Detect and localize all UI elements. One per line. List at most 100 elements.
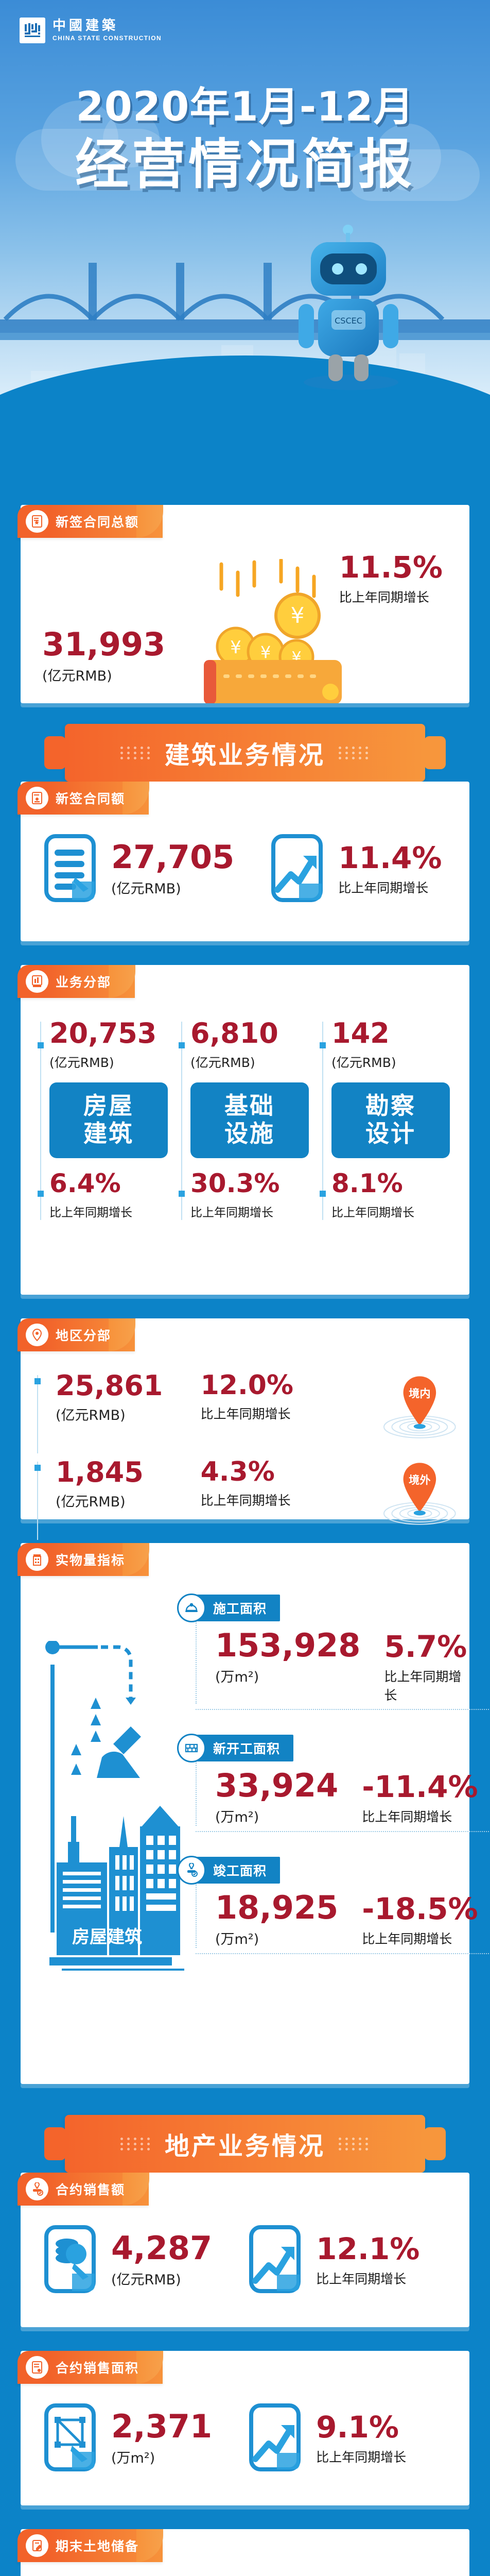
segment-name: 勘察 设计	[331, 1082, 450, 1158]
sales-amount-compare: 比上年同期增长	[316, 2271, 407, 2286]
segment-compare: 比上年同期增长	[49, 1206, 132, 1219]
segment-value: 20,753	[49, 1017, 157, 1049]
physical-label: 施工面积	[213, 1601, 267, 1616]
tag-physical-indicators: 实物量指标	[18, 1543, 150, 1576]
segment-name: 房屋 建筑	[49, 1082, 168, 1158]
svg-text:¥: ¥	[230, 637, 241, 658]
hero-curve	[0, 355, 490, 505]
region-compare: 比上年同期增长	[200, 1406, 291, 1421]
region-row: 1,845 (亿元RMB) 4.3% 比上年同期增长 境外	[21, 1456, 469, 1540]
region-pct: 12.0%	[200, 1370, 293, 1401]
tag-label: 合约销售额	[56, 2182, 126, 2197]
wallet-coins-icon: ¥ ¥ ¥ ¥	[204, 559, 342, 703]
hero-header: CSCEC 2020年1月-12月 经营情况简报	[0, 0, 490, 505]
tag-total-contract: 新签合同总额	[18, 505, 164, 538]
contract-seal-icon	[26, 787, 48, 809]
segment-unit: (亿元RMB)	[49, 1055, 114, 1070]
svg-text:CSCEC: CSCEC	[335, 316, 362, 326]
total-contract-compare: 比上年同期增长	[339, 590, 429, 605]
dots-decoration-left	[120, 2137, 151, 2150]
region-row: 25,861 (亿元RMB) 12.0% 比上年同期增长 境内	[21, 1369, 469, 1453]
tick-marker	[320, 1191, 326, 1197]
cloud-decoration	[15, 100, 170, 191]
segment-value: 6,810	[190, 1017, 278, 1049]
tag-label: 地区分部	[56, 1328, 112, 1343]
physical-value: 33,924	[215, 1767, 339, 1804]
dots-decoration-left	[120, 746, 151, 759]
map-pin-overseas-icon: 境外	[383, 1463, 456, 1525]
segment-compare: 比上年同期增长	[190, 1206, 273, 1219]
physical-art-label: 房屋建筑	[72, 1927, 142, 1947]
robot-mascot-icon: CSCEC	[299, 225, 398, 390]
tag-label: 合约销售面积	[56, 2361, 139, 2376]
building-crane-icon	[26, 1548, 48, 1571]
sales-area-pct: 9.1%	[316, 2409, 399, 2445]
tag-business-segments: 业务分部	[18, 965, 136, 998]
band-realestate: 地产业务情况	[21, 2115, 469, 2173]
land-doc-icon	[26, 2534, 48, 2557]
city-skyline-icon: 房屋建筑	[45, 1641, 184, 1971]
sales-area-unit: (万m²)	[111, 2450, 155, 2466]
title-year: 2020年1月-12月	[76, 84, 414, 130]
card-total-contract: 新签合同总额 ¥ ¥ ¥ ¥ 31,993 (亿元RMB)	[18, 505, 469, 703]
band-construction: 建筑业务情况	[21, 724, 469, 782]
band-realestate-label: 地产业务情况	[164, 2132, 325, 2161]
sales-area-value: 2,371	[111, 2408, 213, 2445]
segment-value: 142	[331, 1017, 390, 1049]
new-contract-unit: (亿元RMB)	[111, 881, 181, 897]
document-pen-icon	[43, 834, 97, 905]
physical-pct: 5.7%	[384, 1629, 467, 1664]
physical-compare: 比上年同期增长	[362, 1809, 452, 1824]
brand-logo: 中國建築 CHINA STATE CONSTRUCTION	[20, 18, 162, 43]
sales-amount-pct: 12.1%	[316, 2231, 420, 2266]
dots-decoration-right	[339, 2137, 370, 2150]
area-cursor-icon	[43, 2403, 97, 2474]
physical-row: 新开工面积 33,924 (万m²) -11.4% 比上年同期增长	[177, 1732, 490, 1832]
total-contract-growth-block: 11.5% 比上年同期增长	[339, 552, 443, 606]
hero-title-block: 2020年1月-12月 经营情况简报	[0, 84, 490, 196]
dotted-divider	[196, 1826, 490, 1832]
physical-compare: 比上年同期增长	[384, 1669, 462, 1703]
total-contract-unit: (亿元RMB)	[42, 668, 112, 684]
region-unit: (亿元RMB)	[56, 1494, 126, 1510]
cloud-decoration	[346, 124, 480, 201]
region-unit: (亿元RMB)	[56, 1408, 126, 1423]
tag-sales-amount: 合约销售额	[18, 2173, 150, 2206]
tick-marker	[38, 1042, 44, 1048]
card-regions: 地区分部 25,861 (亿元RMB) 12.0% 比上年同期增长	[18, 1318, 469, 1540]
dotted-divider	[196, 1948, 490, 1954]
physical-compare: 比上年同期增长	[362, 1931, 452, 1946]
physical-unit: (万m²)	[215, 1669, 259, 1685]
physical-label: 新开工面积	[213, 1741, 281, 1756]
sales-amount-unit: (亿元RMB)	[111, 2272, 181, 2288]
region-pct: 4.3%	[200, 1456, 275, 1487]
coins-cursor-icon	[43, 2225, 97, 2296]
map-pin-domestic-icon: 境内	[383, 1376, 456, 1438]
tag-label: 实物量指标	[56, 1553, 126, 1568]
tick-marker	[38, 1191, 44, 1197]
card-physical-indicators: 实物量指标	[18, 1543, 490, 2084]
sales-area-compare: 比上年同期增长	[316, 2449, 407, 2465]
title-main: 经营情况简报	[75, 132, 415, 196]
total-contract-value: 31,993	[42, 625, 166, 663]
region-value: 1,845	[56, 1456, 144, 1488]
tick-marker	[179, 1191, 185, 1197]
new-contract-value: 27,705	[111, 838, 235, 876]
stamp-check-icon	[26, 2178, 48, 2200]
tag-label: 业务分部	[56, 975, 112, 990]
region-value: 25,861	[56, 1369, 163, 1402]
card-land-reserve-end: 期末土地储备 11,685 (万m²)	[18, 2529, 469, 2576]
physical-row: 竣工面积 18,925 (万m²) -18.5% 比上年同期增长	[177, 1854, 490, 1954]
card-business-segments: 业务分部 20,753 (亿元RMB) 房屋 建筑 6.4% 比上年同期增长 6…	[18, 965, 469, 1295]
brand-name-en: CHINA STATE CONSTRUCTION	[52, 35, 162, 42]
region-compare: 比上年同期增长	[200, 1493, 291, 1508]
trend-up-icon	[248, 2403, 302, 2474]
cscec-logo-icon	[20, 18, 45, 43]
brand-name-cn: 中國建築	[52, 18, 119, 33]
sales-amount-value: 4,287	[111, 2229, 213, 2267]
trend-up-icon	[270, 834, 324, 905]
tag-label: 新签合同额	[56, 791, 126, 806]
new-contract-compare: 比上年同期增长	[338, 880, 429, 895]
map-pin-icon	[26, 1324, 48, 1346]
